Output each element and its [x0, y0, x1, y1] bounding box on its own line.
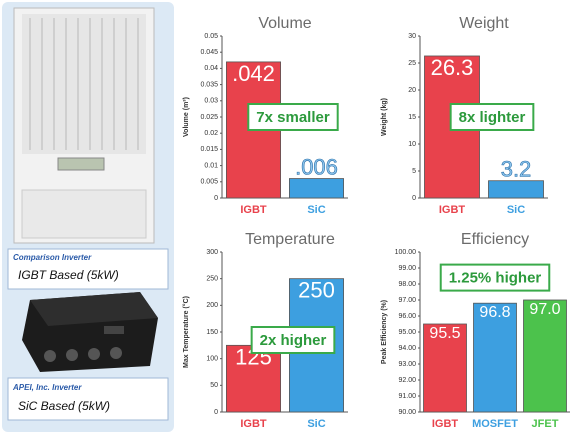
y-tick-label: 92.00: [398, 377, 416, 384]
annotation: 7x smaller: [256, 109, 330, 126]
y-tick-label: 10: [408, 141, 416, 148]
annotation-box: [247, 103, 339, 131]
x-tick-label: IGBT: [432, 418, 459, 430]
y-tick-label: 96.00: [398, 313, 416, 320]
chart-title: Efficiency: [461, 231, 529, 248]
y-tick-label: 0.045: [200, 49, 218, 56]
x-tick-label: IGBT: [240, 418, 267, 430]
y-tick-label: 0.025: [200, 114, 218, 121]
bar: [473, 302, 517, 413]
bar: [523, 299, 567, 413]
y-tick-label: 97.00: [398, 297, 416, 304]
annotation: 8x lighter: [459, 109, 526, 126]
y-axis-label: Volume (m³): [183, 97, 190, 137]
bar: [488, 180, 544, 199]
y-tick-label: 91.00: [398, 393, 416, 400]
y-tick-label: 0.035: [200, 81, 218, 88]
y-tick-label: 0.04: [204, 65, 218, 72]
y-tick-label: 30: [408, 33, 416, 40]
data-label: 26.3: [431, 55, 474, 80]
y-tick-label: 25: [408, 60, 416, 67]
y-tick-label: 0: [214, 409, 218, 416]
x-tick-label: SiC: [507, 204, 525, 216]
chart-title: Temperature: [245, 231, 335, 248]
y-tick-label: 200: [206, 302, 218, 309]
y-axis-label: Weight (kg): [381, 98, 388, 136]
y-tick-label: 300: [206, 249, 218, 256]
y-tick-label: 95.00: [398, 329, 416, 336]
y-tick-label: 0.02: [204, 130, 218, 137]
y-tick-label: 0.015: [200, 146, 218, 153]
y-tick-label: 0.01: [204, 162, 218, 169]
annotation-box: [449, 103, 535, 131]
y-tick-label: 150: [206, 329, 218, 336]
y-tick-label: 50: [210, 382, 218, 389]
data-label: 96.8: [479, 304, 510, 321]
caption-text: SiC Based (5kW): [18, 399, 110, 413]
x-tick-label: SiC: [307, 418, 325, 430]
x-tick-label: SiC: [307, 204, 325, 216]
y-tick-label: 100.00: [395, 249, 417, 256]
caption-title: Comparison Inverter: [13, 253, 92, 262]
annotation: 2x higher: [260, 332, 327, 349]
y-tick-label: 0: [412, 195, 416, 202]
annotation: 1.25% higher: [449, 270, 542, 287]
data-label: .006: [295, 154, 338, 179]
caption-box: [7, 248, 169, 290]
y-tick-label: 0.05: [204, 33, 218, 40]
chart-title: Weight: [459, 15, 509, 32]
chart-title: Volume: [258, 15, 311, 32]
x-tick-label: IGBT: [240, 204, 267, 216]
y-tick-label: 20: [408, 87, 416, 94]
y-axis-label: Peak Efficiency (%): [381, 300, 388, 364]
y-tick-label: 98.00: [398, 281, 416, 288]
annotation-box: [439, 263, 551, 292]
igbt-inverter-image: [13, 7, 155, 244]
data-label: 97.0: [529, 301, 560, 318]
y-tick-label: 94.00: [398, 345, 416, 352]
data-label: 250: [298, 278, 335, 303]
y-tick-label: 93.00: [398, 361, 416, 368]
x-tick-label: IGBT: [439, 204, 466, 216]
caption-title: APEI, Inc. Inverter: [12, 383, 82, 392]
data-label: 95.5: [429, 325, 460, 342]
y-tick-label: 0.005: [200, 179, 218, 186]
y-tick-label: 99.00: [398, 265, 416, 272]
annotation-box: [250, 326, 336, 354]
y-tick-label: 15: [408, 114, 416, 121]
caption-text: IGBT Based (5kW): [18, 268, 119, 282]
y-tick-label: 5: [412, 168, 416, 175]
x-tick-label: JFET: [532, 418, 559, 430]
bar: [289, 178, 344, 199]
y-tick-label: 0.03: [204, 98, 218, 105]
y-tick-label: 250: [206, 276, 218, 283]
y-tick-label: 90.00: [398, 409, 416, 416]
data-label: 3.2: [501, 157, 532, 182]
data-label: .042: [232, 61, 275, 86]
y-tick-label: 0: [214, 195, 218, 202]
bar: [423, 323, 467, 413]
sic-inverter-image: [22, 292, 158, 372]
y-axis-label: Max Temperature (°C): [182, 296, 190, 368]
caption-box: [7, 377, 169, 421]
y-tick-label: 100: [206, 356, 218, 363]
x-tick-label: MOSFET: [472, 418, 518, 430]
